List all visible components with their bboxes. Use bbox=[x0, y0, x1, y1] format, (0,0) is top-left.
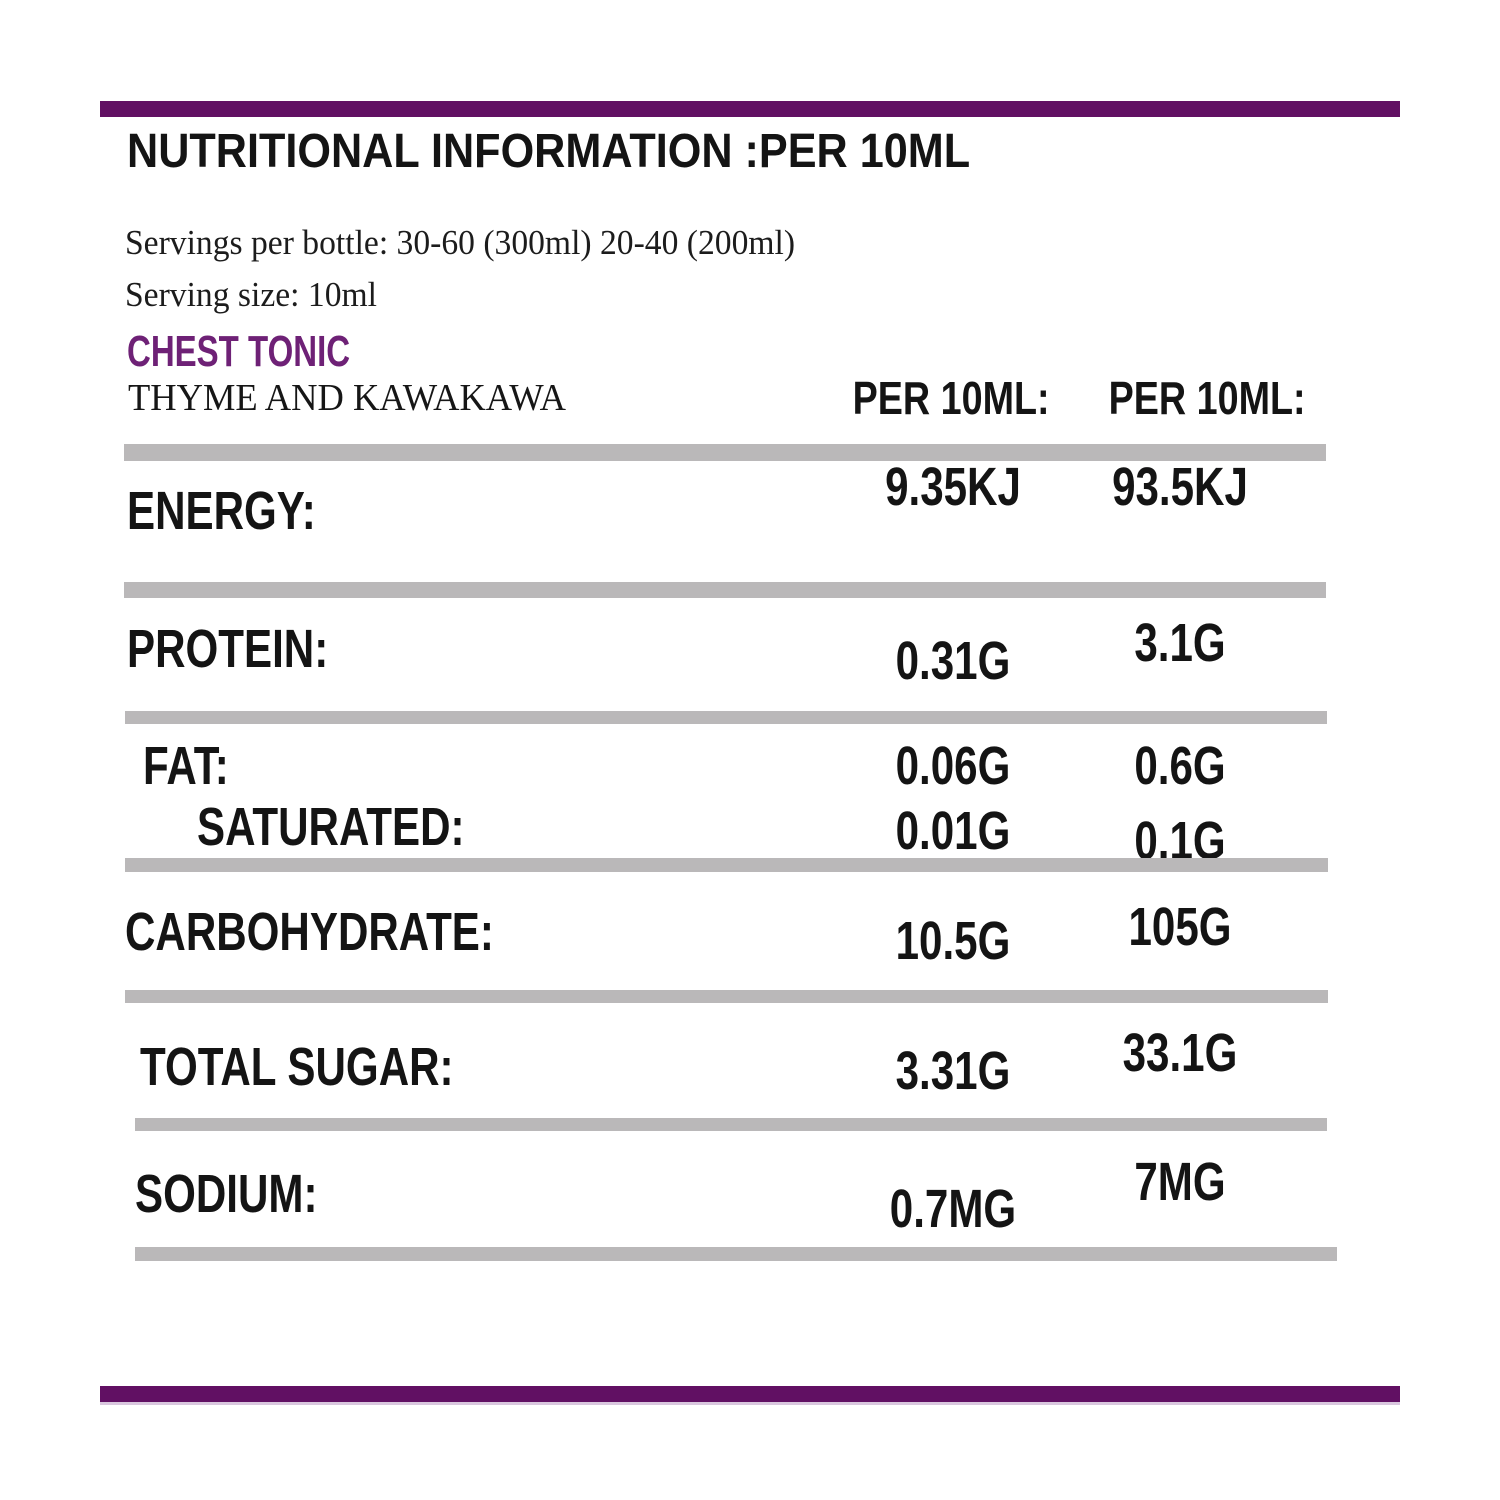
value-carbohydrate-col1: 10.5G bbox=[895, 911, 1011, 971]
servings-per-bottle: Servings per bottle: 30-60 (300ml) 20-40… bbox=[125, 223, 796, 262]
value-fat-col1: 0.06G bbox=[895, 736, 1011, 796]
product-name: CHEST TONIC bbox=[127, 327, 351, 376]
column-header-per-10ml-1: PER 10ML: bbox=[852, 372, 1050, 424]
row-label-saturated: SATURATED: bbox=[197, 797, 465, 857]
value-sodium-col1: 0.7MG bbox=[889, 1179, 1017, 1239]
serving-size: Serving size: 10ml bbox=[125, 275, 377, 314]
top-accent-bar bbox=[100, 101, 1400, 117]
divider bbox=[125, 711, 1327, 724]
value-carbohydrate-col2: 105G bbox=[1128, 897, 1232, 957]
row-label-carbohydrate: CARBOHYDRATE: bbox=[125, 902, 494, 962]
value-total-sugar-col1: 3.31G bbox=[895, 1041, 1011, 1101]
bottom-accent-bar bbox=[100, 1386, 1400, 1405]
value-total-sugar-col2: 33.1G bbox=[1122, 1023, 1238, 1083]
divider bbox=[135, 1118, 1327, 1131]
divider bbox=[135, 1247, 1337, 1261]
divider bbox=[125, 990, 1328, 1003]
row-label-energy: ENERGY: bbox=[127, 481, 316, 541]
value-saturated-col1: 0.01G bbox=[895, 801, 1011, 861]
nutrition-title: NUTRITIONAL INFORMATION :PER 10ML bbox=[127, 125, 971, 178]
row-label-fat: FAT: bbox=[143, 736, 229, 796]
row-label-sodium: SODIUM: bbox=[135, 1164, 318, 1224]
divider bbox=[125, 858, 1328, 872]
value-fat-col2: 0.6G bbox=[1134, 736, 1226, 796]
row-label-protein: PROTEIN: bbox=[127, 619, 329, 679]
value-energy-col2: 93.5KJ bbox=[1112, 457, 1248, 517]
product-variant: THYME AND KAWAKAWA bbox=[128, 377, 566, 419]
value-sodium-col2: 7MG bbox=[1134, 1152, 1226, 1212]
value-energy-col1: 9.35KJ bbox=[885, 457, 1021, 517]
row-label-total-sugar: TOTAL SUGAR: bbox=[140, 1037, 454, 1097]
column-header-per-10ml-2: PER 10ML: bbox=[1108, 372, 1306, 424]
divider bbox=[124, 444, 1326, 461]
divider bbox=[124, 582, 1326, 598]
value-protein-col2: 3.1G bbox=[1134, 613, 1226, 673]
value-protein-col1: 0.31G bbox=[895, 631, 1011, 691]
